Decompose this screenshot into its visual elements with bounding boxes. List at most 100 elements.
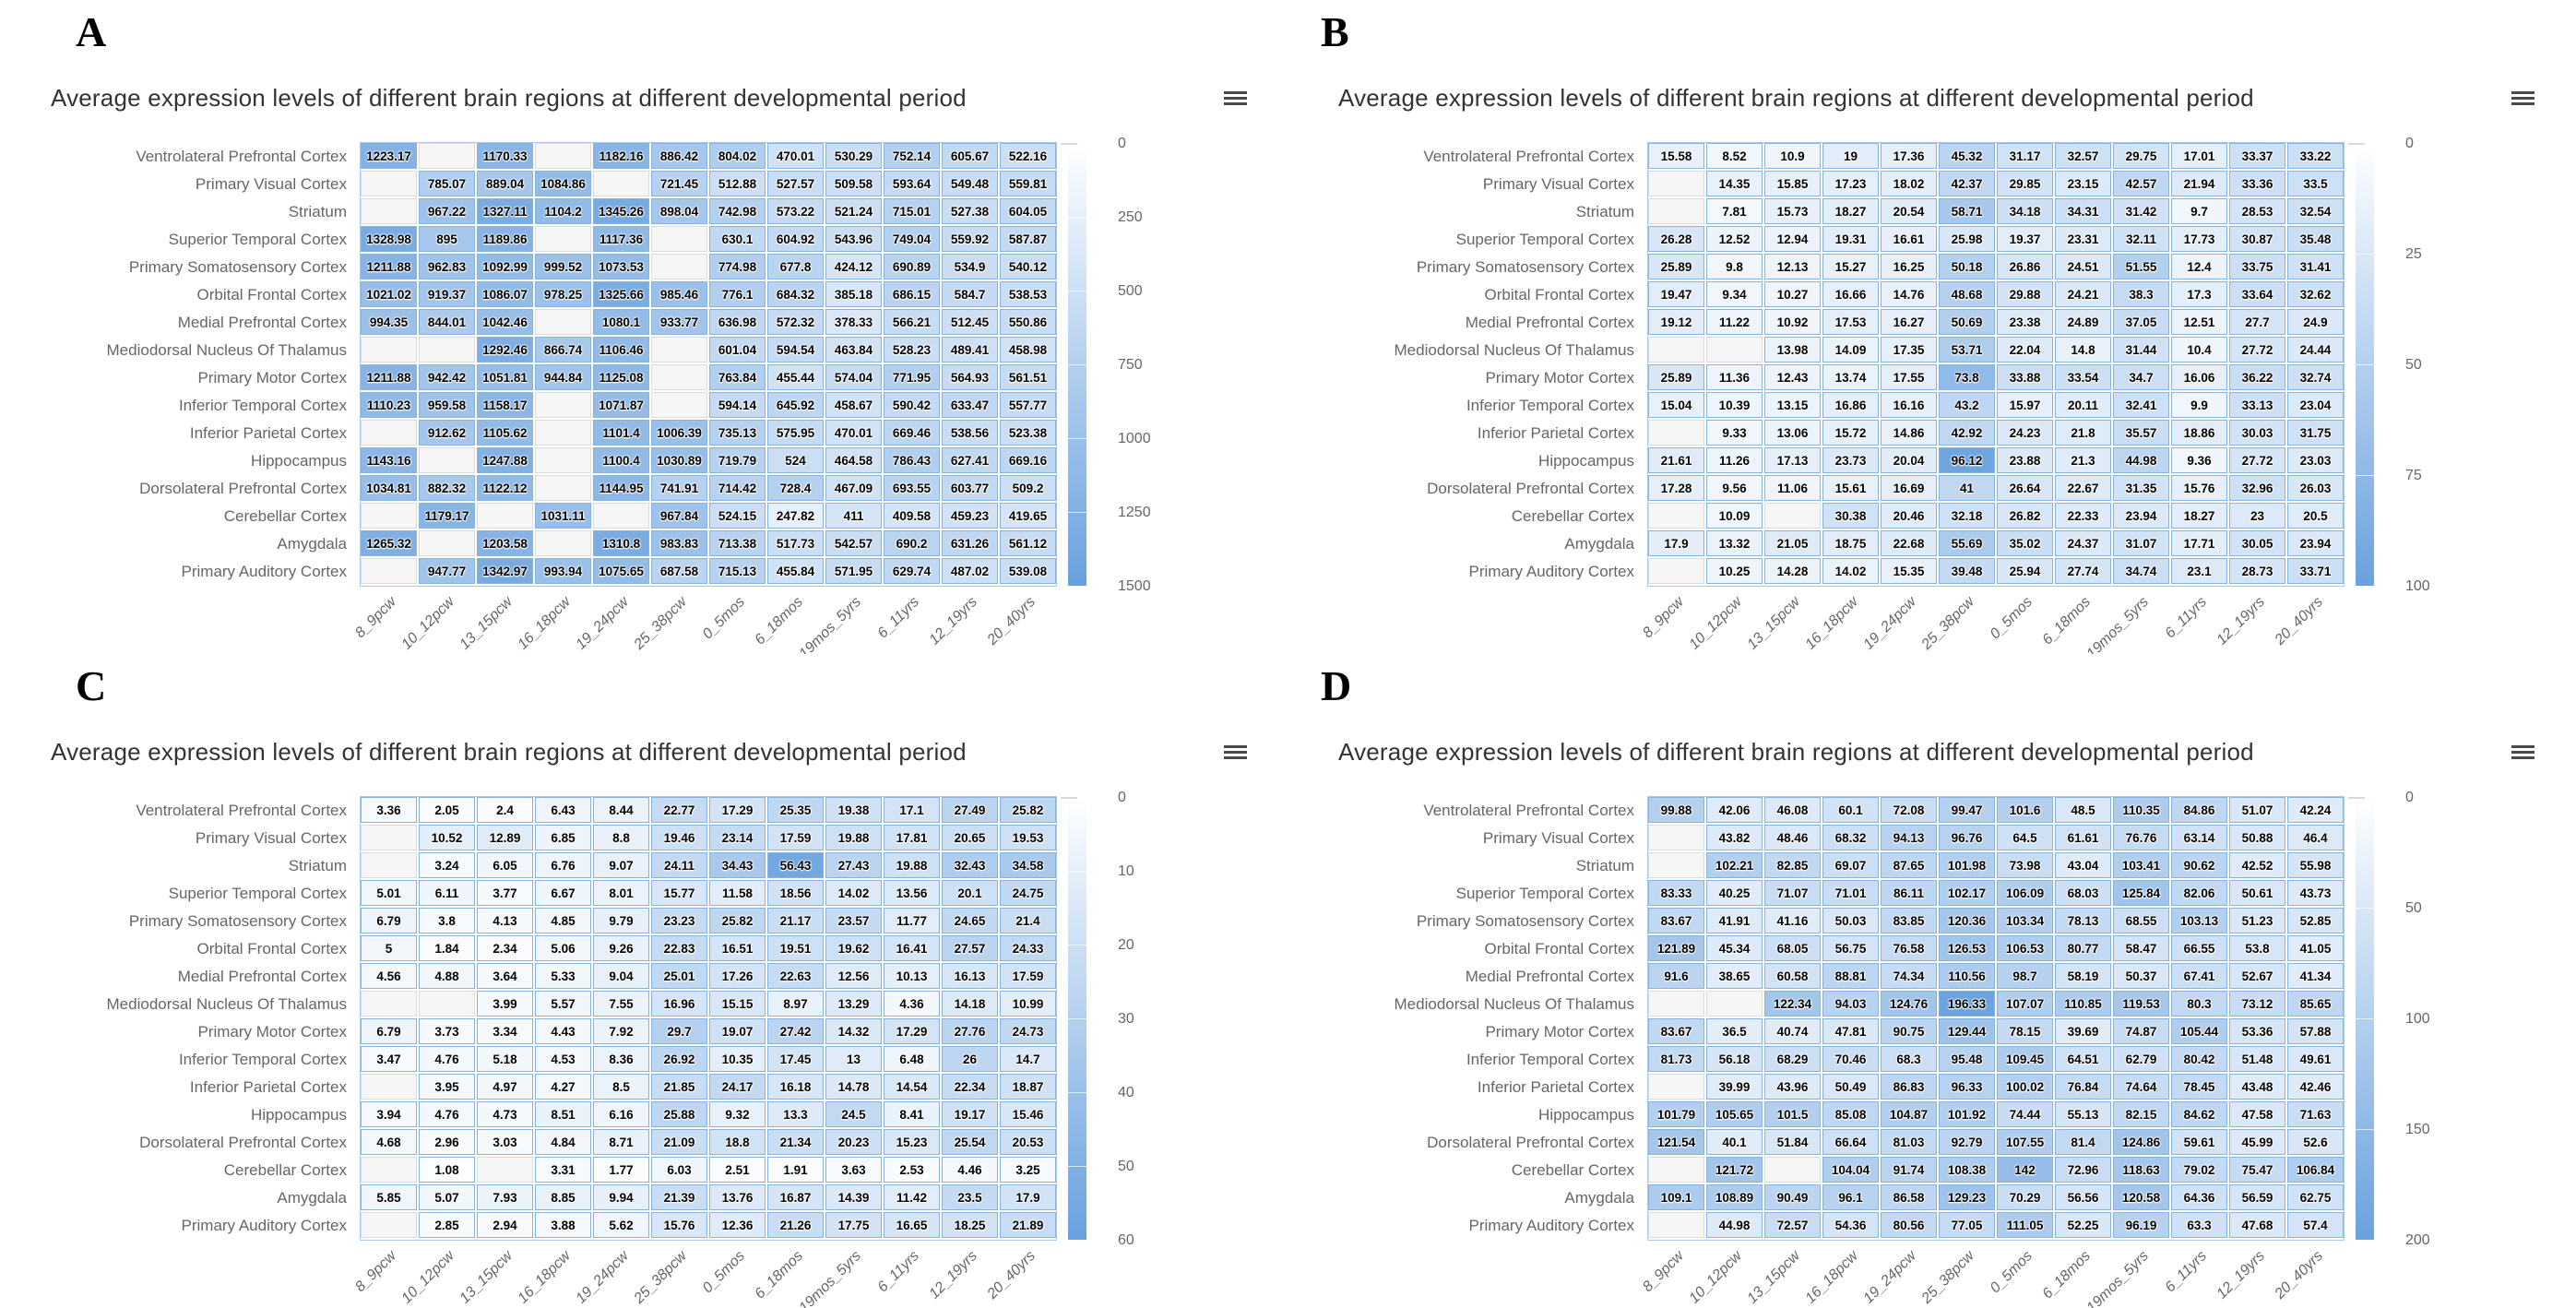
heatmap-cell[interactable]: 32.41 <box>2113 392 2169 418</box>
heatmap-cell[interactable]: 21.61 <box>1648 447 1704 473</box>
heatmap-cell[interactable]: 3.73 <box>419 1018 475 1044</box>
heatmap-cell[interactable]: 103.13 <box>2171 908 2227 933</box>
heatmap-cell[interactable]: 90.75 <box>1881 1018 1937 1044</box>
heatmap-cell[interactable]: 686.15 <box>884 281 940 307</box>
heatmap-cell[interactable]: 542.57 <box>825 530 882 556</box>
heatmap-cell[interactable]: 8.51 <box>535 1101 591 1127</box>
heatmap-cell[interactable]: 719.79 <box>709 447 766 473</box>
heatmap-cell[interactable]: 33.75 <box>2229 254 2285 279</box>
heatmap-cell[interactable]: 24.9 <box>2287 309 2344 335</box>
heatmap-cell[interactable]: 20.11 <box>2055 392 2111 418</box>
heatmap-cell[interactable]: 24.17 <box>709 1074 766 1100</box>
heatmap-cell[interactable]: 22.83 <box>651 935 707 961</box>
heatmap-cell[interactable]: 37.05 <box>2113 309 2169 335</box>
heatmap-cell[interactable]: 1110.23 <box>361 392 417 418</box>
heatmap-cell[interactable]: 40.25 <box>1706 880 1763 906</box>
heatmap-cell[interactable]: 3.63 <box>825 1157 882 1183</box>
heatmap-cell[interactable]: 31.41 <box>2287 254 2344 279</box>
heatmap-cell[interactable]: 42.92 <box>1939 420 1995 446</box>
heatmap-cell[interactable]: 48.5 <box>2055 797 2111 823</box>
heatmap-cell[interactable]: 669.46 <box>884 420 940 446</box>
heatmap-cell[interactable]: 71.01 <box>1822 880 1879 906</box>
heatmap-cell[interactable]: 43.96 <box>1764 1074 1821 1100</box>
heatmap-cell[interactable]: 100.02 <box>1997 1074 2053 1100</box>
heatmap-cell[interactable]: 1075.65 <box>593 558 649 584</box>
heatmap-cell[interactable] <box>361 852 417 878</box>
heatmap-cell[interactable]: 33.64 <box>2229 281 2285 307</box>
heatmap-cell[interactable]: 411 <box>825 503 882 529</box>
heatmap-cell[interactable]: 108.38 <box>1939 1157 1995 1183</box>
heatmap-cell[interactable]: 2.05 <box>419 797 475 823</box>
heatmap-cell[interactable]: 19.38 <box>825 797 882 823</box>
heatmap-cell[interactable]: 573.22 <box>767 198 824 224</box>
heatmap-cell[interactable]: 64.51 <box>2055 1046 2111 1072</box>
heatmap-cell[interactable]: 19.07 <box>709 1018 766 1044</box>
heatmap-cell[interactable] <box>361 337 417 363</box>
heatmap-cell[interactable]: 4.53 <box>535 1046 591 1072</box>
heatmap-cell[interactable]: 1327.11 <box>477 198 533 224</box>
heatmap-cell[interactable]: 106.84 <box>2287 1157 2344 1183</box>
heatmap-cell[interactable] <box>535 447 591 473</box>
heatmap-cell[interactable]: 9.33 <box>1706 420 1763 446</box>
heatmap-cell[interactable]: 16.65 <box>884 1212 940 1238</box>
heatmap-cell[interactable]: 715.13 <box>709 558 766 584</box>
heatmap-cell[interactable]: 21.89 <box>1000 1212 1056 1238</box>
heatmap-cell[interactable]: 25.98 <box>1939 226 1995 252</box>
heatmap-cell[interactable]: 1104.2 <box>535 198 591 224</box>
heatmap-cell[interactable]: 566.21 <box>884 309 940 335</box>
heatmap-cell[interactable]: 17.26 <box>709 963 766 989</box>
heatmap-cell[interactable] <box>361 171 417 196</box>
heatmap-cell[interactable]: 20.46 <box>1881 503 1937 529</box>
heatmap-cell[interactable]: 11.42 <box>884 1184 940 1210</box>
heatmap-cell[interactable]: 17.28 <box>1648 475 1704 501</box>
heatmap-cell[interactable]: 23.94 <box>2287 530 2344 556</box>
heatmap-cell[interactable]: 1189.86 <box>477 226 533 252</box>
heatmap-cell[interactable]: 5 <box>361 935 417 961</box>
heatmap-cell[interactable]: 3.95 <box>419 1074 475 1100</box>
heatmap-cell[interactable]: 72.96 <box>2055 1157 2111 1183</box>
heatmap-cell[interactable] <box>593 503 649 529</box>
heatmap-cell[interactable]: 14.02 <box>825 880 882 906</box>
heatmap-cell[interactable]: 34.74 <box>2113 558 2169 584</box>
heatmap-cell[interactable]: 23.04 <box>2287 392 2344 418</box>
heatmap-cell[interactable]: 942.42 <box>419 364 475 390</box>
heatmap-cell[interactable]: 572.32 <box>767 309 824 335</box>
heatmap-cell[interactable]: 32.11 <box>2113 226 2169 252</box>
heatmap-cell[interactable]: 17.53 <box>1822 309 1879 335</box>
heatmap-cell[interactable] <box>1648 1212 1704 1238</box>
heatmap-cell[interactable]: 1105.62 <box>477 420 533 446</box>
heatmap-cell[interactable]: 1345.26 <box>593 198 649 224</box>
heatmap-cell[interactable]: 20.65 <box>942 825 998 850</box>
heatmap-cell[interactable]: 69.07 <box>1822 852 1879 878</box>
heatmap-cell[interactable]: 24.51 <box>2055 254 2111 279</box>
heatmap-cell[interactable]: 46.4 <box>2287 825 2344 850</box>
heatmap-cell[interactable]: 82.85 <box>1764 852 1821 878</box>
heatmap-cell[interactable]: 409.58 <box>884 503 940 529</box>
heatmap-cell[interactable]: 23.73 <box>1822 447 1879 473</box>
heatmap-cell[interactable]: 13.15 <box>1764 392 1821 418</box>
heatmap-cell[interactable]: 530.29 <box>825 143 882 169</box>
heatmap-cell[interactable]: 46.08 <box>1764 797 1821 823</box>
heatmap-cell[interactable]: 10.35 <box>709 1046 766 1072</box>
heatmap-cell[interactable]: 42.52 <box>2229 852 2285 878</box>
heatmap-cell[interactable]: 9.07 <box>593 852 649 878</box>
heatmap-cell[interactable]: 14.76 <box>1881 281 1937 307</box>
heatmap-cell[interactable]: 27.72 <box>2229 337 2285 363</box>
heatmap-cell[interactable]: 6.67 <box>535 880 591 906</box>
heatmap-cell[interactable]: 78.13 <box>2055 908 2111 933</box>
heatmap-cell[interactable] <box>361 1212 417 1238</box>
heatmap-cell[interactable]: 39.48 <box>1939 558 1995 584</box>
heatmap-cell[interactable]: 5.06 <box>535 935 591 961</box>
heatmap-cell[interactable]: 26.03 <box>2287 475 2344 501</box>
heatmap-cell[interactable]: 1125.08 <box>593 364 649 390</box>
heatmap-cell[interactable] <box>535 420 591 446</box>
heatmap-cell[interactable]: 64.36 <box>2171 1184 2227 1210</box>
heatmap-cell[interactable]: 47.68 <box>2229 1212 2285 1238</box>
heatmap-cell[interactable]: 3.94 <box>361 1101 417 1127</box>
heatmap-cell[interactable]: 693.55 <box>884 475 940 501</box>
heatmap-cell[interactable]: 24.11 <box>651 852 707 878</box>
heatmap-cell[interactable]: 81.73 <box>1648 1046 1704 1072</box>
heatmap-cell[interactable]: 527.38 <box>942 198 998 224</box>
heatmap-cell[interactable]: 120.58 <box>2113 1184 2169 1210</box>
heatmap-cell[interactable]: 10.4 <box>2171 337 2227 363</box>
